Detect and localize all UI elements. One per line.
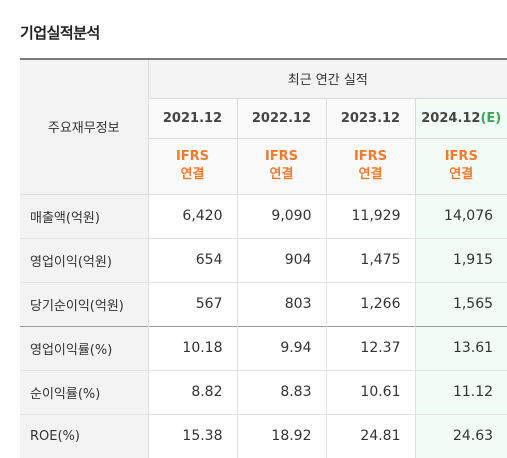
table-row: 영업이익(억원) 654 904 1,475 1,915 [20, 237, 507, 282]
ifrs-label: IFRS [444, 149, 478, 164]
ifrs-badge: IFRS 연결 [147, 138, 237, 195]
value-cell-estimate: 1,915 [414, 237, 507, 282]
value-cell-estimate: 1,565 [414, 281, 507, 326]
financial-table-wrapper: 주요재무정보 최근 연간 실적 2021.12 2022.12 2023.12 … [20, 58, 507, 458]
section-title: 기업실적분석 [20, 24, 100, 42]
row-label[interactable]: ROE(%) [20, 413, 148, 458]
ifrs-label: IFRS [264, 149, 299, 164]
value-cell: 9,090 [236, 193, 326, 238]
consolidated-label: 연결 [269, 167, 294, 182]
value-cell: 904 [236, 237, 326, 282]
ifrs-badge: IFRS 연결 [414, 138, 507, 195]
value-cell: 9.94 [236, 325, 326, 370]
year-header-estimate: 2024.12(E) [414, 98, 507, 139]
row-label[interactable]: 영업이익(억원) [20, 237, 148, 282]
table-row: ROE(%) 15.38 18.92 24.81 24.63 [20, 413, 507, 458]
value-cell-estimate: 14,076 [414, 193, 507, 238]
consolidated-label: 연결 [449, 167, 474, 182]
value-cell: 567 [147, 281, 237, 326]
table-row: 당기순이익(억원) 567 803 1,266 1,565 [20, 281, 507, 326]
year-header: 2023.12 [325, 98, 415, 139]
value-cell: 6,420 [147, 193, 237, 238]
ifrs-label: IFRS [353, 149, 388, 164]
value-cell: 10.61 [325, 369, 415, 414]
row-label[interactable]: 순이익률(%) [20, 369, 148, 414]
year-header: 2022.12 [236, 98, 326, 139]
value-cell-estimate: 11.12 [414, 369, 507, 414]
row-label[interactable]: 당기순이익(억원) [20, 281, 148, 326]
row-header-label: 주요재무정보 [20, 58, 148, 195]
value-cell: 1,475 [325, 237, 415, 282]
value-cell: 803 [236, 281, 326, 326]
value-cell: 11,929 [325, 193, 415, 238]
estimate-mark: (E) [480, 110, 502, 126]
value-cell: 654 [147, 237, 237, 282]
ifrs-badge: IFRS 연결 [236, 138, 326, 195]
table-row: 순이익률(%) 8.82 8.83 10.61 11.12 [20, 369, 507, 414]
row-label[interactable]: 매출액(억원) [20, 193, 148, 238]
table-row: 매출액(억원) 6,420 9,090 11,929 14,076 [20, 193, 507, 238]
value-cell: 15.38 [147, 413, 237, 458]
value-cell: 8.83 [236, 369, 326, 414]
value-cell: 1,266 [325, 281, 415, 326]
year-label: 2024.12 [421, 110, 481, 126]
year-label: 2022.12 [251, 110, 312, 126]
year-header: 2021.12 [147, 98, 237, 139]
recent-annual-header: 최근 연간 실적 [147, 58, 507, 99]
row-label[interactable]: 영업이익률(%) [20, 325, 148, 370]
year-label: 2023.12 [340, 110, 401, 126]
value-cell: 12.37 [325, 325, 415, 370]
consolidated-label: 연결 [180, 167, 205, 182]
value-cell: 8.82 [147, 369, 237, 414]
ifrs-badge: IFRS 연결 [325, 138, 415, 195]
value-cell: 10.18 [147, 325, 237, 370]
year-label: 2021.12 [162, 110, 223, 126]
value-cell: 18.92 [236, 413, 326, 458]
financial-summary-table: 주요재무정보 최근 연간 실적 2021.12 2022.12 2023.12 … [20, 58, 507, 458]
value-cell: 24.81 [325, 413, 415, 458]
consolidated-label: 연결 [358, 167, 383, 182]
ifrs-label: IFRS [175, 149, 210, 164]
table-row: 영업이익률(%) 10.18 9.94 12.37 13.61 [20, 325, 507, 370]
value-cell-estimate: 24.63 [414, 413, 507, 458]
value-cell-estimate: 13.61 [414, 325, 507, 370]
